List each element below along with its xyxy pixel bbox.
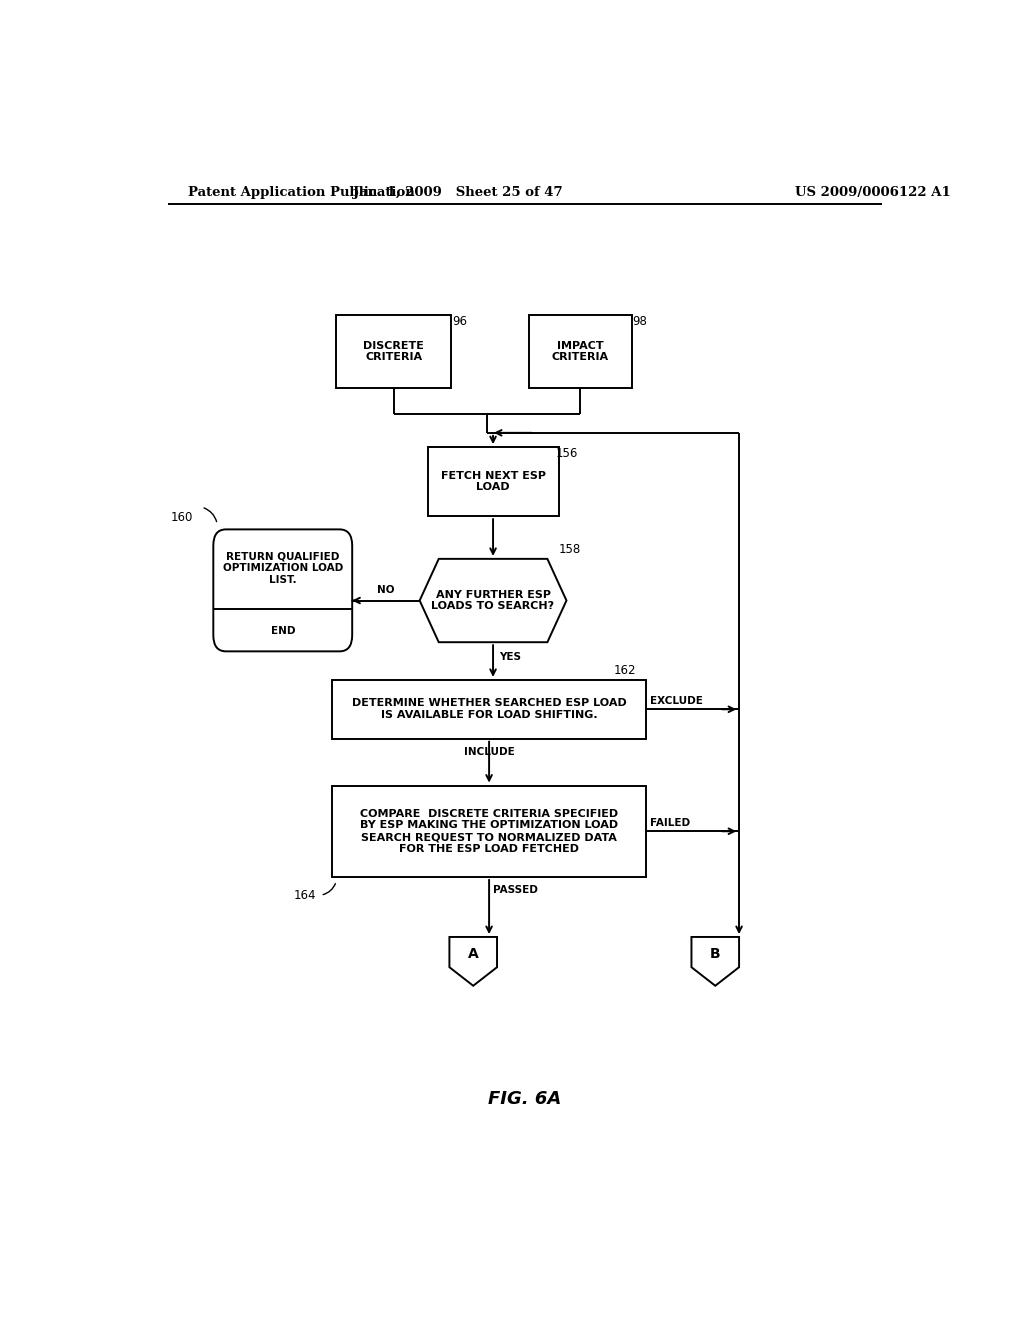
Text: FIG. 6A: FIG. 6A (488, 1089, 561, 1107)
Text: DISCRETE
CRITERIA: DISCRETE CRITERIA (364, 341, 424, 362)
Text: Patent Application Publication: Patent Application Publication (187, 186, 415, 199)
Text: END: END (270, 626, 295, 636)
FancyBboxPatch shape (336, 315, 452, 388)
Text: RETURN QUALIFIED
OPTIMIZATION LOAD
LIST.: RETURN QUALIFIED OPTIMIZATION LOAD LIST. (222, 552, 343, 585)
FancyBboxPatch shape (333, 785, 646, 876)
FancyBboxPatch shape (333, 680, 646, 739)
Text: A: A (468, 948, 478, 961)
Text: DETERMINE WHETHER SEARCHED ESP LOAD
IS AVAILABLE FOR LOAD SHIFTING.: DETERMINE WHETHER SEARCHED ESP LOAD IS A… (351, 698, 627, 721)
Polygon shape (450, 937, 497, 986)
Text: INCLUDE: INCLUDE (464, 747, 514, 756)
Text: 98: 98 (633, 315, 647, 327)
Text: 158: 158 (558, 543, 581, 556)
Text: ANY FURTHER ESP
LOADS TO SEARCH?: ANY FURTHER ESP LOADS TO SEARCH? (431, 590, 555, 611)
Text: EXCLUDE: EXCLUDE (650, 696, 702, 706)
Text: B: B (710, 948, 721, 961)
Polygon shape (420, 558, 566, 643)
Text: 96: 96 (452, 315, 467, 327)
Text: 160: 160 (171, 511, 194, 524)
Text: FETCH NEXT ESP
LOAD: FETCH NEXT ESP LOAD (440, 471, 546, 492)
Text: 164: 164 (294, 890, 316, 902)
FancyBboxPatch shape (528, 315, 632, 388)
Text: 156: 156 (555, 447, 578, 461)
Text: US 2009/0006122 A1: US 2009/0006122 A1 (795, 186, 950, 199)
Text: 162: 162 (614, 664, 637, 677)
Polygon shape (691, 937, 739, 986)
FancyBboxPatch shape (213, 529, 352, 651)
Text: FAILED: FAILED (650, 818, 690, 828)
Text: PASSED: PASSED (494, 886, 538, 895)
Text: Jan. 1, 2009   Sheet 25 of 47: Jan. 1, 2009 Sheet 25 of 47 (352, 186, 562, 199)
FancyBboxPatch shape (428, 447, 558, 516)
Text: IMPACT
CRITERIA: IMPACT CRITERIA (552, 341, 609, 362)
Text: NO: NO (377, 585, 394, 595)
Text: COMPARE  DISCRETE CRITERIA SPECIFIED
BY ESP MAKING THE OPTIMIZATION LOAD
SEARCH : COMPARE DISCRETE CRITERIA SPECIFIED BY E… (360, 809, 618, 854)
Text: YES: YES (500, 652, 521, 663)
